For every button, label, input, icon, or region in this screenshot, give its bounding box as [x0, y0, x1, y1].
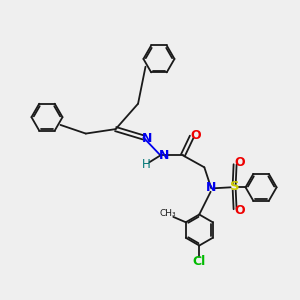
Text: O: O: [191, 129, 201, 142]
Text: O: O: [234, 156, 244, 169]
Text: N: N: [159, 149, 169, 163]
Text: N: N: [206, 181, 216, 194]
Text: N: N: [142, 133, 152, 146]
Text: O: O: [234, 204, 244, 217]
Text: S: S: [230, 180, 240, 193]
Text: H: H: [142, 158, 151, 171]
Text: CH₃: CH₃: [160, 209, 176, 218]
Text: Cl: Cl: [193, 255, 206, 268]
